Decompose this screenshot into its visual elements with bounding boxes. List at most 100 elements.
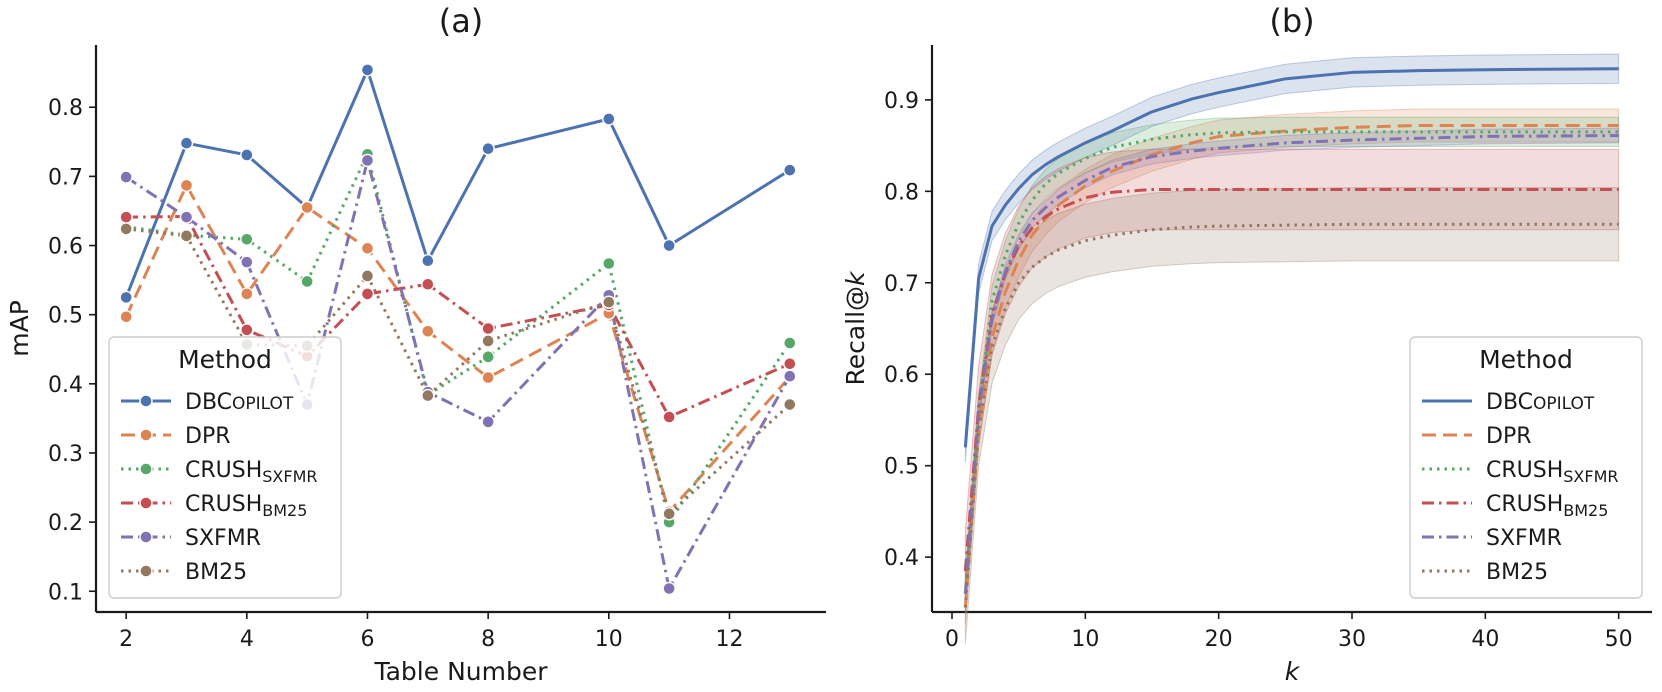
data-point: [783, 357, 797, 371]
legend-label-smallcaps: OPILOT: [1533, 394, 1595, 414]
legend-label: CRUSHBM25: [1486, 492, 1608, 520]
y-tick-label: 0.1: [48, 580, 83, 605]
panel-title: (b): [1269, 2, 1314, 40]
data-point: [179, 178, 194, 193]
data-point: [119, 170, 133, 184]
y-tick-label: 0.8: [48, 96, 83, 121]
data-point: [421, 277, 435, 291]
y-tick-label: 0.5: [48, 304, 83, 329]
legend-label: BM25: [185, 560, 247, 585]
y-tick-label: 0.3: [48, 442, 83, 467]
series-line: [125, 158, 792, 590]
data-point: [421, 324, 435, 338]
legend-label-main: SXFMR: [1486, 526, 1562, 551]
y-tick-label: 0.7: [48, 165, 83, 190]
legend-marker-sample: [139, 530, 153, 544]
x-tick-label: 6: [360, 627, 374, 652]
legend-label-smallcaps: OPILOT: [232, 394, 294, 414]
data-point: [783, 336, 797, 350]
legend-marker-sample: [139, 564, 153, 578]
data-point: [481, 415, 495, 429]
legend-label-subscript: BM25: [262, 501, 307, 520]
legend-label: DPR: [1486, 424, 1532, 449]
x-tick-label: 50: [1605, 627, 1633, 652]
x-axis-title: k: [1285, 657, 1301, 686]
data-point: [481, 142, 495, 156]
legend-label: SXFMR: [1486, 526, 1562, 551]
legend-label: SXFMR: [185, 526, 261, 551]
legend-label-main: BM25: [1486, 560, 1548, 585]
confidence-band: [964, 148, 1620, 612]
data-point: [360, 153, 375, 168]
series-line: [125, 227, 791, 516]
y-axis-title: mAP: [5, 300, 34, 357]
data-point: [119, 310, 133, 324]
data-point: [421, 388, 435, 403]
legend-label: CRUSHSXFMR: [185, 458, 318, 486]
x-tick-label: 10: [595, 627, 623, 652]
series-line: [963, 123, 1619, 608]
legend: MethodDBCOPILOTDPRCRUSHSXFMRCRUSHBM25SXF…: [108, 336, 342, 599]
legend-label: BM25: [1486, 560, 1548, 585]
series-line: [124, 68, 791, 298]
data-point: [783, 397, 797, 412]
x-tick-label: 8: [481, 627, 495, 652]
x-tick-label: 12: [715, 627, 743, 652]
series-line: [963, 187, 1619, 571]
data-point: [481, 334, 495, 348]
y-axis-title: Recall@k: [841, 270, 870, 386]
legend-marker-sample: [139, 394, 153, 408]
legend-label-main: CRUSH: [185, 492, 262, 517]
y-tick-label: 0.6: [884, 363, 919, 388]
legend-label-main: CRUSH: [1486, 492, 1563, 517]
legend-label-main: CRUSH: [1486, 458, 1563, 483]
legend-title: Method: [178, 345, 272, 374]
data-point: [783, 163, 797, 177]
series-line: [963, 222, 1619, 608]
series-line: [126, 214, 791, 419]
legend-label-main: BM25: [185, 560, 247, 585]
legend-label: CRUSHBM25: [185, 492, 307, 520]
x-tick-label: 0: [945, 627, 959, 652]
data-point: [179, 229, 194, 243]
panel-a-chart: (a) 0.1 0.2 0.3 0.4 0.5 0.6 0.7 0.8 2 4 6 8 10 12 Table…: [5, 2, 826, 686]
data-point: [240, 287, 254, 301]
y-tick-label: 0.2: [48, 511, 83, 536]
legend-label: DBCOPILOT: [185, 390, 294, 415]
y-tick-label: 0.4: [48, 373, 83, 398]
data-point: [662, 507, 676, 521]
legend-label: DBCOPILOT: [1486, 390, 1595, 415]
data-point: [240, 148, 254, 162]
legend-label-main: CRUSH: [185, 458, 262, 483]
y-tick-label: 0.4: [884, 546, 919, 571]
y-axis-title-main: Recall@: [841, 286, 870, 386]
data-point: [783, 369, 797, 383]
data-point: [360, 269, 375, 283]
legend-label-subscript: SXFMR: [262, 467, 317, 486]
legend-label-main: SXFMR: [185, 526, 261, 551]
y-tick-label: 0.7: [884, 272, 919, 297]
confidence-band: [964, 108, 1620, 624]
legend-marker-sample: [139, 496, 153, 510]
legend-marker-sample: [139, 428, 153, 442]
series-line: [124, 183, 791, 514]
x-tick-label: 20: [1205, 627, 1233, 652]
data-point: [602, 256, 616, 271]
data-point: [119, 222, 133, 236]
data-point: [360, 287, 375, 301]
data-point: [300, 274, 314, 289]
y-axis-title-variable: k: [841, 270, 870, 286]
data-point: [481, 370, 495, 385]
panel-b-chart: (b)0.40.50.60.70.80.90 10 20 30 40 50kRecall@…: [841, 2, 1652, 686]
series-line: [963, 67, 1619, 448]
data-point: [481, 350, 495, 364]
panel-title: (a): [439, 2, 484, 40]
x-tick-label: 2: [119, 627, 133, 652]
data-point: [179, 210, 194, 224]
x-tick-label: 10: [1071, 627, 1099, 652]
x-tick-label: 4: [240, 627, 254, 652]
legend-label-subscript: SXFMR: [1563, 467, 1618, 486]
data-point: [240, 255, 254, 269]
y-tick-label: 0.5: [884, 455, 919, 480]
